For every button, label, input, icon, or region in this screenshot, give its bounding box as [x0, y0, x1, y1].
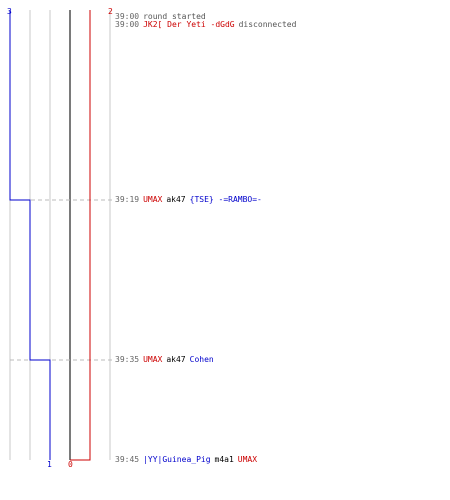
weapon-name: ak47 — [166, 355, 186, 364]
blue-team-end-count: 1 — [47, 460, 52, 469]
player-name: JK2[ Der Yeti -dGdG — [143, 20, 235, 29]
red-team-start-count: 2 — [108, 7, 113, 16]
log-entry: 39:35 UMAX ak47 Cohen — [115, 355, 214, 365]
log-timestamp: 39:00 — [115, 12, 140, 21]
log-message: round started — [143, 12, 206, 21]
team-lines — [9, 10, 91, 461]
red-team-alive-line — [70, 10, 91, 461]
player-name: {TSE} -=RAMBO=- — [189, 195, 262, 204]
log-timestamp: 39:19 — [115, 195, 140, 204]
red-team-end-count: 0 — [68, 460, 73, 469]
log-entry: 39:19 UMAX ak47 {TSE} -=RAMBO=- — [115, 195, 262, 205]
event-markers — [10, 199, 112, 361]
player-name: Cohen — [189, 355, 214, 364]
log-timestamp: 39:00 — [115, 20, 140, 29]
weapon-name: ak47 — [166, 195, 186, 204]
log-entry: 39:00 round started — [115, 12, 206, 22]
log-entry: 39:00 JK2[ Der Yeti -dGdG disconnected — [115, 20, 296, 30]
log-timestamp: 39:35 — [115, 355, 140, 364]
log-timestamp: 39:45 — [115, 455, 140, 464]
blue-team-alive-line — [9, 10, 51, 460]
player-name: UMAX — [143, 195, 163, 204]
blue-team-start-count: 3 — [7, 7, 12, 16]
player-name: UMAX — [143, 355, 163, 364]
player-name: |YY|Guinea_Pig — [143, 455, 211, 464]
grid-lines — [9, 10, 111, 460]
player-name: UMAX — [237, 455, 258, 464]
log-entry: 39:45 |YY|Guinea_Pig m4a1 UMAX — [115, 455, 257, 465]
log-message: disconnected — [238, 20, 297, 29]
weapon-name: m4a1 — [214, 455, 234, 464]
